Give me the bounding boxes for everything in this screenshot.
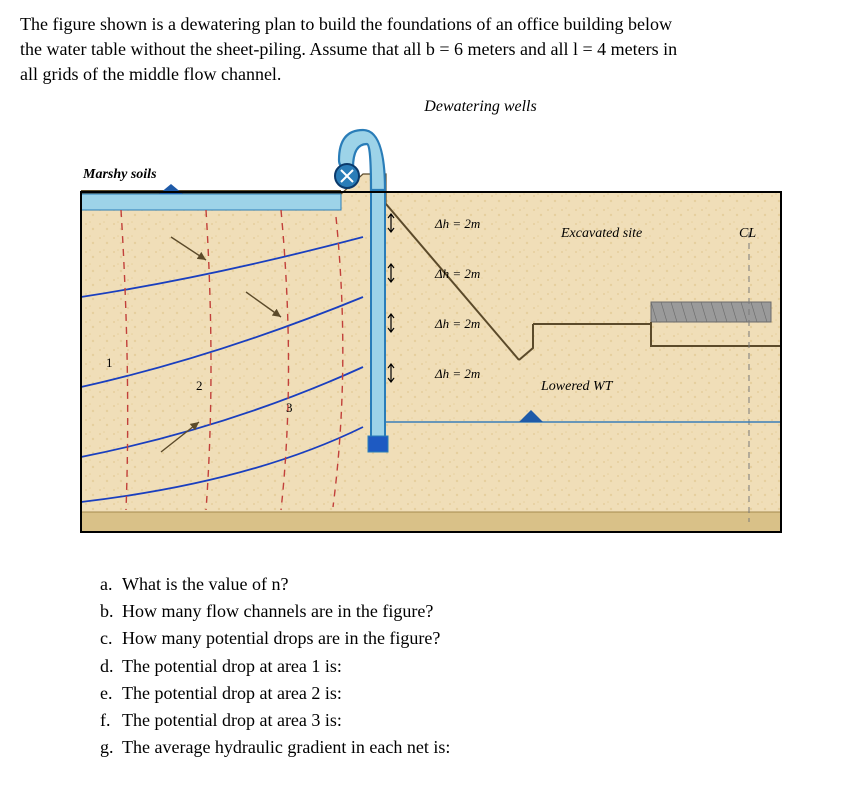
diagram-svg: 1 2 3 Δh = 2m Δh = 2m Δh = 2m Δh = 2m Marshy so… [41,122,801,552]
question-b: b.How many flow channels are in the figu… [100,599,821,624]
svg-text:3: 3 [286,400,293,415]
svg-text:1: 1 [106,355,113,370]
question-c: c.How many potential drops are in the fi… [100,626,821,651]
problem-statement: The figure shown is a dewatering plan to… [20,12,821,88]
problem-line-3: all grids of the middle flow channel. [20,62,821,87]
svg-text:2: 2 [196,378,203,393]
dewatering-diagram: 1 2 3 Δh = 2m Δh = 2m Δh = 2m Δh = 2m Marshy so… [41,122,801,552]
svg-text:Δh = 2m: Δh = 2m [434,266,480,281]
question-g: g.The average hydraulic gradient in each… [100,735,821,760]
question-list: a.What is the value of n? b.How many flo… [20,572,821,760]
question-f: f.The potential drop at area 3 is: [100,708,821,733]
svg-text:Δh = 2m: Δh = 2m [434,216,480,231]
figure-title: Dewatering wells [20,96,821,118]
svg-text:Δh = 2m: Δh = 2m [434,366,480,381]
question-a: a.What is the value of n? [100,572,821,597]
problem-line-2: the water table without the sheet-piling… [20,37,821,62]
question-d: d.The potential drop at area 1 is: [100,654,821,679]
svg-text:Δh = 2m: Δh = 2m [434,316,480,331]
question-e: e.The potential drop at area 2 is: [100,681,821,706]
problem-line-1: The figure shown is a dewatering plan to… [20,12,821,37]
svg-text:Excavated site: Excavated site [560,226,642,241]
svg-text:Lowered WT: Lowered WT [540,379,614,394]
svg-text:Marshy soils: Marshy soils [82,167,157,182]
svg-text:CL: CL [739,226,756,241]
